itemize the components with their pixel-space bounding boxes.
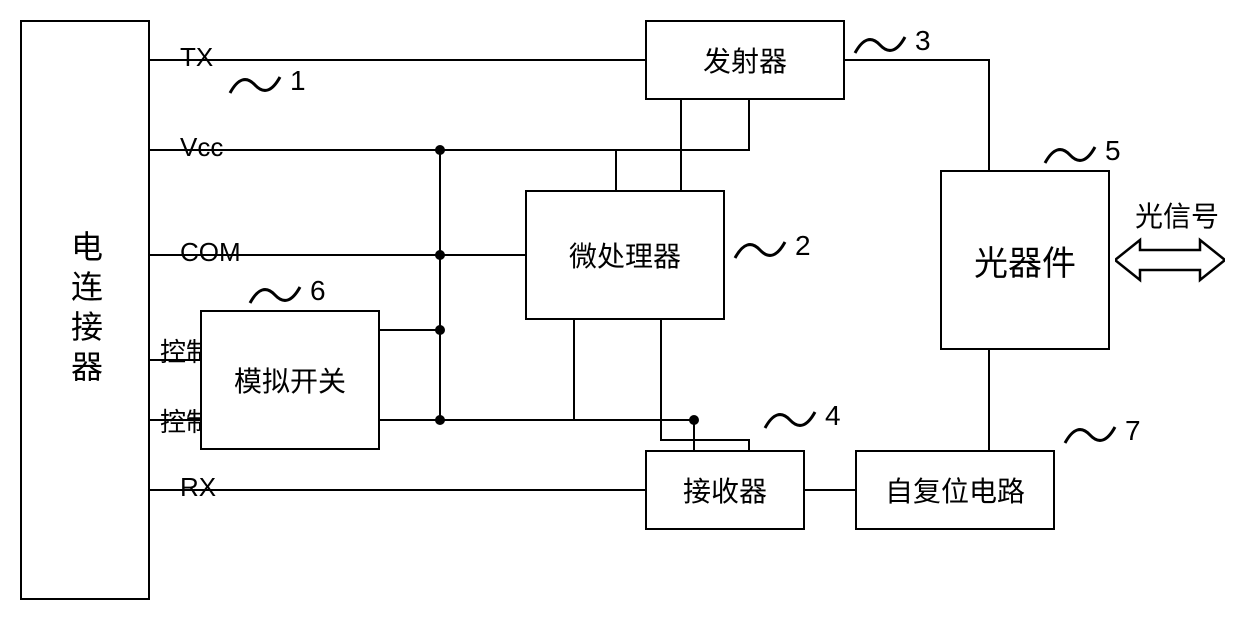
wire-ctrl1: [150, 359, 200, 361]
junction-vcc-2: [435, 250, 445, 260]
wire-vcc: [150, 149, 750, 151]
ref-tilde-6: [250, 285, 300, 305]
ref-tilde-4: [765, 410, 815, 430]
optical-block: 光器件: [940, 170, 1110, 350]
ref-num-2: 2: [795, 230, 811, 262]
wire-vcc-to-mcu: [615, 150, 617, 191]
self-reset-block: 自复位电路: [855, 450, 1055, 530]
pin-com-label: COM: [180, 237, 241, 268]
junction-rx-1: [689, 415, 699, 425]
connector-block: 电连接器: [20, 20, 150, 600]
wire-rx-to-opt-v: [988, 350, 990, 451]
wire-mcu-to-rx-v2: [748, 440, 750, 451]
ref-num-7: 7: [1125, 415, 1141, 447]
optical-label: 光器件: [974, 236, 1076, 285]
analog-switch-label: 模拟开关: [234, 360, 346, 400]
ref-tilde-5: [1045, 145, 1095, 165]
ref-num-5: 5: [1105, 135, 1121, 167]
ref-num-6: 6: [310, 275, 326, 307]
pin-rx-label: RX: [180, 472, 216, 503]
wire-vcc-to-switch: [380, 329, 441, 331]
pin-tx-label: TX: [180, 42, 213, 73]
ref-tilde-3: [855, 35, 905, 55]
wire-rx: [150, 489, 645, 491]
wire-mcu-to-tx: [680, 100, 682, 191]
wire-switch-to-mcu-h: [380, 419, 575, 421]
receiver-block: 接收器: [645, 450, 805, 530]
microprocessor-label: 微处理器: [569, 235, 681, 275]
wire-rx-to-opt-h: [805, 489, 855, 491]
wire-vcc-bus-v: [439, 150, 441, 421]
microprocessor-block: 微处理器: [525, 190, 725, 320]
ref-num-3: 3: [915, 25, 931, 57]
junction-vcc-1: [435, 145, 445, 155]
transmitter-block: 发射器: [645, 20, 845, 100]
junction-vcc-3: [435, 325, 445, 335]
optical-signal-arrow: [1115, 235, 1225, 285]
wire-mcu-to-rx-v: [660, 320, 662, 441]
receiver-label: 接收器: [683, 470, 767, 510]
transmitter-label: 发射器: [703, 40, 787, 80]
wire-mcu-to-rx-h: [660, 439, 750, 441]
analog-switch-block: 模拟开关: [200, 310, 380, 450]
self-reset-label: 自复位电路: [885, 470, 1025, 510]
ref-num-4: 4: [825, 400, 841, 432]
wire-ctrl2: [150, 419, 200, 421]
wire-switch-to-mcu-v: [573, 320, 575, 421]
ref-tilde-2: [735, 240, 785, 260]
block-diagram: 电连接器 TX Vcc COM 控制1 控制2 RX 发射器 微处理器 模拟开关…: [0, 0, 1240, 633]
connector-label: 电连接器: [62, 230, 108, 390]
wire-com: [150, 254, 525, 256]
ref-tilde-1: [230, 75, 280, 95]
wire-tx-to-opt-v: [988, 60, 990, 171]
wire-vcc-to-tx: [748, 100, 750, 151]
signal-label: 光信号: [1135, 195, 1219, 235]
wire-tx: [150, 59, 645, 61]
pin-vcc-label: Vcc: [180, 132, 223, 163]
junction-vcc-4: [435, 415, 445, 425]
ref-num-1: 1: [290, 65, 306, 97]
wire-tx-to-opt-h: [845, 59, 990, 61]
ref-tilde-7: [1065, 425, 1115, 445]
